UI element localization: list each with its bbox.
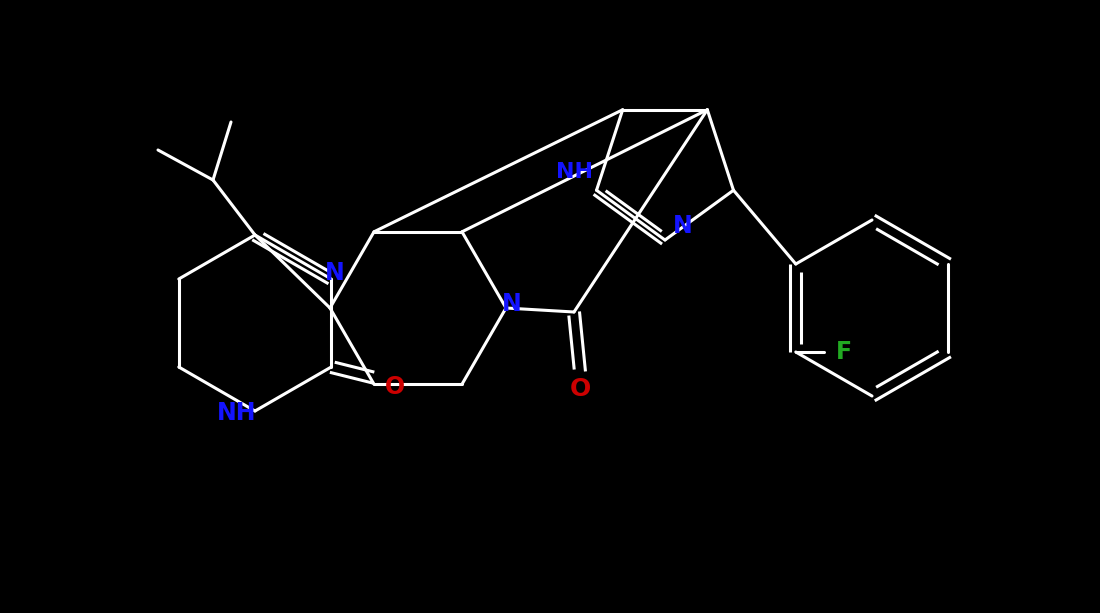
Text: N: N: [673, 214, 693, 238]
Text: NH: NH: [217, 401, 256, 425]
Text: NH: NH: [556, 162, 593, 182]
Text: N: N: [326, 261, 345, 285]
Text: O: O: [570, 377, 591, 401]
Text: F: F: [836, 340, 851, 364]
Text: N: N: [502, 292, 521, 316]
Text: O: O: [385, 375, 405, 399]
